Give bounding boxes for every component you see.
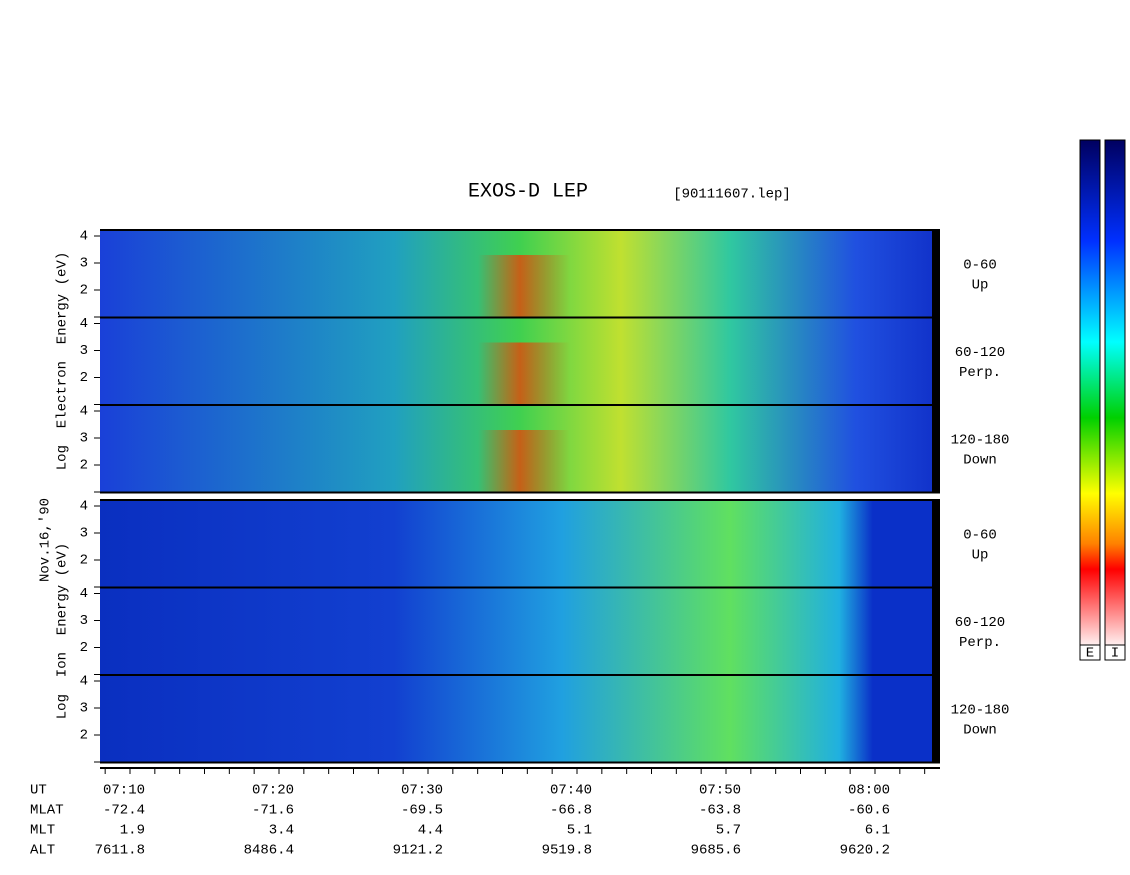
spectrogram <box>100 675 940 763</box>
row-value: 8486.4 <box>244 843 294 859</box>
spectrogram <box>100 587 940 675</box>
pitch-range: 60-120 <box>955 345 1005 361</box>
energy-tick-label: 3 <box>80 431 88 447</box>
pitch-range: 0-60 <box>963 258 997 274</box>
row-value: 3.4 <box>269 823 294 839</box>
energy-tick-label: 3 <box>80 343 88 359</box>
pitch-direction: Down <box>963 723 997 739</box>
row-value: 6.1 <box>865 823 890 839</box>
row-value: 07:20 <box>252 783 294 799</box>
ion-axis-label: Log Ion Energy (eV) <box>55 543 71 719</box>
row-value: 9685.6 <box>691 843 741 859</box>
energy-tick-label: 2 <box>80 370 88 386</box>
data-edge <box>932 587 940 675</box>
row-value: 07:40 <box>550 783 592 799</box>
energy-tick-label: 3 <box>80 526 88 542</box>
electron-axis-label: Log Electron Energy (eV) <box>55 252 71 470</box>
row-value: 9620.2 <box>840 843 890 859</box>
spectrogram <box>100 500 940 588</box>
row-value: -72.4 <box>103 803 145 819</box>
row-value: 9519.8 <box>542 843 592 859</box>
colorbar <box>1079 139 1126 661</box>
energy-tick-label: 4 <box>80 674 88 690</box>
title: EXOS-D LEP <box>468 180 588 203</box>
energy-tick-label: 2 <box>80 283 88 299</box>
row-label: MLT <box>30 823 55 839</box>
energy-tick-label: 3 <box>80 256 88 272</box>
row-value: -60.6 <box>848 803 890 819</box>
data-edge <box>932 405 940 493</box>
spectrogram-highlight <box>100 430 940 493</box>
row-value: 08:00 <box>848 783 890 799</box>
pitch-range: 120-180 <box>951 433 1010 449</box>
row-value: -69.5 <box>401 803 443 819</box>
pitch-direction: Up <box>972 548 989 564</box>
date: Nov.16,'90 <box>38 498 54 582</box>
energy-tick-label: 2 <box>80 458 88 474</box>
energy-tick-label: 3 <box>80 701 88 717</box>
row-value: 07:50 <box>699 783 741 799</box>
file-name: [90111607.lep] <box>673 187 791 203</box>
row-value: 5.7 <box>716 823 741 839</box>
colorbar-label: E <box>1086 646 1094 662</box>
row-value: -66.8 <box>550 803 592 819</box>
pitch-direction: Perp. <box>959 365 1001 381</box>
data-edge <box>932 500 940 588</box>
pitch-range: 120-180 <box>951 703 1010 719</box>
pitch-direction: Down <box>963 453 997 469</box>
row-value: 5.1 <box>567 823 592 839</box>
data-edge <box>932 317 940 405</box>
row-value: 7611.8 <box>95 843 145 859</box>
pitch-direction: Up <box>972 278 989 294</box>
row-value: 07:30 <box>401 783 443 799</box>
colorbar-label: I <box>1111 646 1119 662</box>
energy-tick-label: 2 <box>80 640 88 656</box>
energy-tick-label: 4 <box>80 316 88 332</box>
row-label: MLAT <box>30 803 64 819</box>
energy-tick-label: 2 <box>80 728 88 744</box>
row-value: 07:10 <box>103 783 145 799</box>
energy-tick-label: 4 <box>80 499 88 515</box>
row-value: 9121.2 <box>393 843 443 859</box>
row-value: -71.6 <box>252 803 294 819</box>
energy-tick-label: 3 <box>80 613 88 629</box>
energy-tick-label: 2 <box>80 553 88 569</box>
energy-tick-label: 4 <box>80 586 88 602</box>
spectrogram-highlight <box>100 342 940 405</box>
row-value: -63.8 <box>699 803 741 819</box>
energy-tick-label: 4 <box>80 404 88 420</box>
row-label: UT <box>30 783 47 799</box>
row-value: 4.4 <box>418 823 443 839</box>
pitch-range: 0-60 <box>963 528 997 544</box>
data-edge <box>932 230 940 318</box>
spectrogram-highlight <box>100 255 940 318</box>
energy-tick-label: 4 <box>80 229 88 245</box>
row-label: ALT <box>30 843 55 859</box>
pitch-direction: Perp. <box>959 635 1001 651</box>
pitch-range: 60-120 <box>955 615 1005 631</box>
data-edge <box>932 675 940 763</box>
row-value: 1.9 <box>120 823 145 839</box>
